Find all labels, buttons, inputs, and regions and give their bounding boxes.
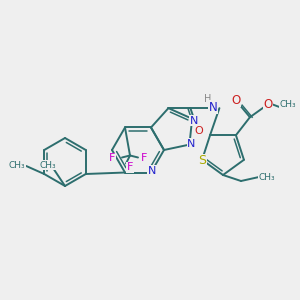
Text: CH₃: CH₃ bbox=[9, 161, 26, 170]
Text: O: O bbox=[194, 126, 203, 136]
Text: F: F bbox=[109, 154, 115, 164]
Text: O: O bbox=[231, 94, 241, 107]
Text: F: F bbox=[141, 154, 147, 164]
Text: N: N bbox=[209, 101, 218, 114]
Text: N: N bbox=[187, 139, 196, 148]
Text: F: F bbox=[127, 163, 133, 172]
Text: S: S bbox=[198, 154, 206, 167]
Text: H: H bbox=[204, 94, 211, 104]
Text: CH₃: CH₃ bbox=[40, 160, 56, 169]
Text: N: N bbox=[190, 116, 198, 126]
Text: O: O bbox=[263, 98, 273, 111]
Text: N: N bbox=[148, 166, 156, 176]
Text: CH₃: CH₃ bbox=[280, 100, 296, 109]
Text: CH₃: CH₃ bbox=[259, 172, 275, 182]
